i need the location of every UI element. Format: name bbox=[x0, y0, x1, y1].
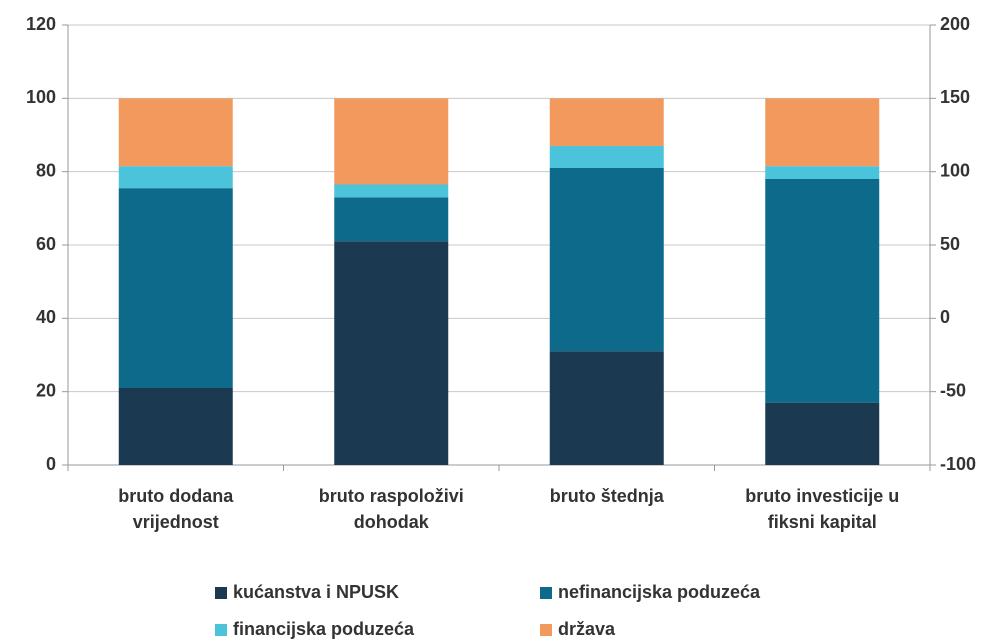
bar-segment bbox=[334, 241, 449, 465]
y2-tick-label: 150 bbox=[940, 87, 970, 107]
y-tick-label: 120 bbox=[26, 14, 56, 34]
bar-segment bbox=[118, 98, 233, 167]
bar-segment bbox=[765, 179, 880, 403]
y-tick-label: 0 bbox=[46, 454, 56, 474]
bar-segment bbox=[334, 98, 449, 185]
y2-tick-label: 100 bbox=[940, 160, 970, 180]
bar-segment bbox=[549, 351, 664, 465]
y-tick-label: 80 bbox=[36, 160, 56, 180]
legend-label: država bbox=[558, 619, 616, 639]
y2-tick-label: 50 bbox=[940, 234, 960, 254]
bar-segment bbox=[334, 184, 449, 198]
bar-segment bbox=[765, 166, 880, 179]
legend-swatch bbox=[215, 624, 227, 636]
x-tick-label: bruto štednja bbox=[549, 486, 664, 506]
legend-label: kućanstva i NPUSK bbox=[233, 582, 399, 602]
bar-segment bbox=[118, 166, 233, 189]
bar-segment bbox=[549, 146, 664, 168]
x-tick-label: bruto raspoloživi dohodak bbox=[318, 486, 464, 532]
bar-segment bbox=[118, 388, 233, 465]
bar-segment bbox=[765, 98, 880, 167]
y-tick-label: 20 bbox=[36, 380, 56, 400]
y-tick-label: 40 bbox=[36, 307, 56, 327]
bar-segment bbox=[118, 188, 233, 388]
legend-swatch bbox=[540, 624, 552, 636]
legend-swatch bbox=[215, 587, 227, 599]
legend-swatch bbox=[540, 587, 552, 599]
legend-label: nefinancijska poduzeća bbox=[558, 582, 761, 602]
bar-segment bbox=[549, 98, 664, 146]
x-tick-label: bruto investicije u fiksni kapital bbox=[745, 486, 900, 532]
bar-segment bbox=[549, 168, 664, 352]
y-tick-label: 60 bbox=[36, 234, 56, 254]
x-tick-label: bruto dodana vrijednost bbox=[118, 486, 234, 532]
y2-tick-label: -50 bbox=[940, 380, 966, 400]
y-tick-label: 100 bbox=[26, 87, 56, 107]
bar-segment bbox=[334, 197, 449, 242]
legend-label: financijska poduzeća bbox=[233, 619, 415, 639]
y2-tick-label: 200 bbox=[940, 14, 970, 34]
y2-tick-label: 0 bbox=[940, 307, 950, 327]
bar-segment bbox=[765, 402, 880, 465]
y2-tick-label: -100 bbox=[940, 454, 976, 474]
